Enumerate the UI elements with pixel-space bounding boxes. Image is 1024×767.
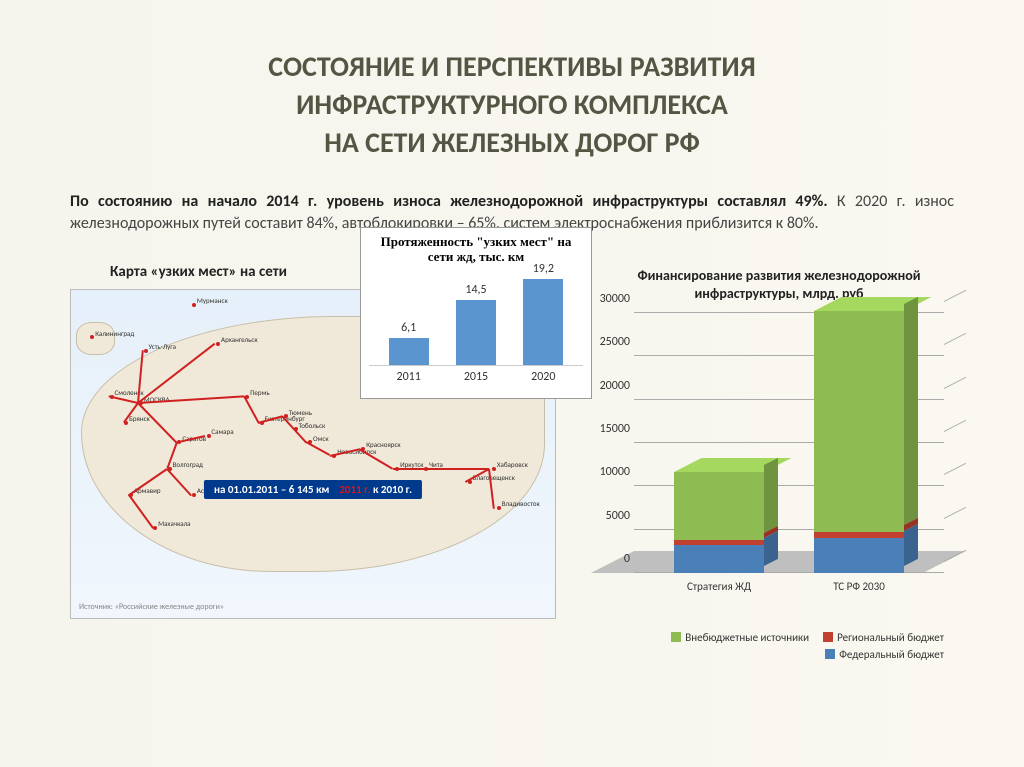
city-label: Омск <box>313 434 329 443</box>
city-label: Махачкала <box>158 519 190 528</box>
inset-title: Протяженность "узких мест" на сети жд, т… <box>369 234 583 265</box>
x-tick-label: Стратегия ЖД <box>687 580 751 593</box>
legend-label: Внебюджетные источники <box>685 631 809 644</box>
bar-segment <box>814 538 904 573</box>
right-stacked-chart: Стратегия ЖДТС РФ 2030 05000100001500020… <box>574 313 954 603</box>
y-tick-label: 15000 <box>582 422 630 436</box>
inset-xlabel: 2011 <box>384 370 434 384</box>
right-chart-plot: Стратегия ЖД ТС РФ 2030 <box>634 313 944 573</box>
inset-bar-rect <box>389 338 429 365</box>
rail-route <box>393 468 422 470</box>
stacked-bar: ТС РФ 2030 <box>814 311 904 573</box>
city-label: Брянск <box>129 414 150 423</box>
city-label: Мурманск <box>197 296 228 305</box>
city-dot <box>192 493 196 497</box>
inset-xlabels: 2011 2015 2020 <box>369 366 583 384</box>
title-line-3: НА СЕТИ ЖЕЛЕЗНЫХ ДОРОГ РФ <box>70 124 954 162</box>
inset-bar-value: 6,1 <box>401 321 416 335</box>
inset-bar: 6,1 <box>384 321 434 365</box>
page-title: СОСТОЯНИЕ И ПЕРСПЕКТИВЫ РАЗВИТИЯ ИНФРАСТ… <box>70 48 954 161</box>
legend-swatch <box>825 649 835 659</box>
city-dot <box>497 506 501 510</box>
inset-xlabel: 2015 <box>451 370 501 384</box>
city-dot <box>192 303 196 307</box>
legend-label: Федеральный бюджет <box>839 648 944 661</box>
title-line-1: СОСТОЯНИЕ И ПЕРСПЕКТИВЫ РАЗВИТИЯ <box>70 48 954 86</box>
right-column: Финансирование развития железнодорожной … <box>574 263 954 619</box>
city-label: Архангельск <box>221 335 258 344</box>
legend-item: Внебюджетные источники <box>671 631 809 644</box>
city-label: Хабаровск <box>497 460 528 469</box>
bar-segment <box>814 311 904 532</box>
body-bold: По состоянию на начало 2014 г. уровень и… <box>70 192 828 211</box>
city-label: Тюмень <box>289 408 312 417</box>
inset-bar: 14,5 <box>451 283 501 365</box>
stacked-bar: Стратегия ЖД <box>674 472 764 573</box>
city-dot <box>492 467 496 471</box>
x-tick-label: ТС РФ 2030 <box>833 580 885 593</box>
legend-label: Региональный бюджет <box>837 631 944 644</box>
left-column: Карта «узких мест» на сети КалининградМу… <box>70 263 556 619</box>
city-dot <box>207 434 211 438</box>
legend-item: Федеральный бюджет <box>825 648 944 661</box>
content-row: Карта «узких мест» на сети КалининградМу… <box>70 263 954 619</box>
y-tick-label: 5000 <box>582 509 630 523</box>
legend-item: Региональный бюджет <box>823 631 944 644</box>
y-tick-label: 10000 <box>582 465 630 479</box>
city-label: Тобольск <box>298 421 325 430</box>
bar-segment <box>674 472 764 540</box>
y-tick-label: 0 <box>582 552 630 566</box>
city-label: Красноярск <box>366 440 400 449</box>
inset-bar-rect <box>523 279 563 365</box>
city-label: Пермь <box>250 388 270 397</box>
inset-bars-area: 6,114,519,2 <box>369 270 583 366</box>
legend-swatch <box>671 632 681 642</box>
city-label: Калининград <box>95 329 134 338</box>
city-label: Владивосток <box>502 499 540 508</box>
legend-swatch <box>823 632 833 642</box>
city-label: Самара <box>211 427 233 436</box>
inset-bar: 19,2 <box>518 262 568 365</box>
inset-xlabel: 2020 <box>518 370 568 384</box>
inset-bar-value: 19,2 <box>533 262 554 276</box>
map-banner-rest: к 2010 г. <box>370 483 412 496</box>
inset-bar-rect <box>456 300 496 365</box>
map-banner-left: на 01.01.2011 – 6 145 км <box>214 483 329 496</box>
title-line-2: ИНФРАСТРУКТУРНОГО КОМПЛЕКСА <box>70 86 954 124</box>
inset-bar-chart: Протяженность "узких мест" на сети жд, т… <box>360 227 592 399</box>
city-dot <box>144 349 148 353</box>
map-source: Источник: «Российские железные дороги» <box>79 602 224 612</box>
map-banner: на 01.01.2011 – 6 145 км 2011 г. к 2010 … <box>204 480 422 499</box>
inset-bar-value: 14,5 <box>465 283 486 297</box>
legend: Внебюджетные источники Региональный бюдже… <box>574 631 944 661</box>
city-label: Волгоград <box>173 460 203 469</box>
map-banner-year: 2011 г. <box>339 483 370 496</box>
rail-route <box>421 468 488 470</box>
bar-segment <box>674 545 764 573</box>
city-label: Усть-Луга <box>148 342 176 351</box>
